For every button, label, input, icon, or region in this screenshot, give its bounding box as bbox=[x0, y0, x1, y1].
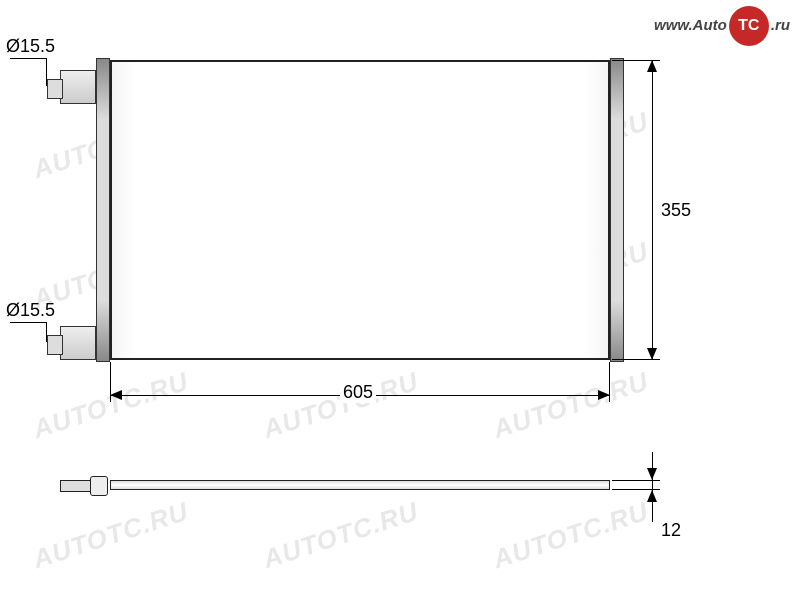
logo-suffix: .ru bbox=[771, 17, 790, 34]
arrow-height-bot-icon bbox=[647, 348, 657, 360]
callout-top-v bbox=[46, 58, 47, 86]
side-port-ring bbox=[90, 476, 108, 496]
side-port-stub bbox=[60, 480, 92, 492]
diagram-canvas: { "logo": { "prefix": "www.Auto", "badge… bbox=[0, 0, 800, 600]
port-top bbox=[60, 70, 96, 104]
callout-top-h bbox=[10, 58, 46, 59]
callout-bot-h bbox=[10, 322, 46, 323]
watermark-text: AUTOTC.RU bbox=[489, 366, 652, 445]
dim-height-text: 355 bbox=[658, 200, 694, 221]
label-port-bottom: Ø15.5 bbox=[6, 300, 55, 321]
port-bottom bbox=[60, 326, 96, 360]
arrow-thk-top-icon bbox=[647, 468, 657, 480]
arrow-thk-bot-icon bbox=[647, 490, 657, 502]
arrow-width-right-icon bbox=[598, 390, 610, 400]
logo-badge: TC bbox=[729, 6, 769, 46]
site-logo: www.AutoTC.ru bbox=[654, 6, 790, 46]
dim-thk-line bbox=[652, 452, 653, 522]
arrow-height-top-icon bbox=[647, 60, 657, 72]
label-port-top: Ø15.5 bbox=[6, 36, 55, 57]
dim-thk-text: 12 bbox=[658, 520, 684, 541]
dim-height-line bbox=[652, 60, 653, 360]
endcap-right bbox=[610, 58, 624, 362]
dim-width-text: 605 bbox=[340, 382, 376, 403]
watermark-text: AUTOTC.RU bbox=[29, 496, 192, 575]
watermark-text: AUTOTC.RU bbox=[489, 496, 652, 575]
radiator-body bbox=[110, 60, 610, 360]
side-port bbox=[60, 474, 106, 496]
arrow-width-left-icon bbox=[110, 390, 122, 400]
endcap-left bbox=[96, 58, 110, 362]
watermark-text: AUTOTC.RU bbox=[259, 496, 422, 575]
callout-bot-v bbox=[46, 322, 47, 342]
watermark-text: AUTOTC.RU bbox=[259, 366, 422, 445]
side-view-body bbox=[110, 480, 610, 490]
logo-prefix: www.Auto bbox=[654, 17, 727, 34]
